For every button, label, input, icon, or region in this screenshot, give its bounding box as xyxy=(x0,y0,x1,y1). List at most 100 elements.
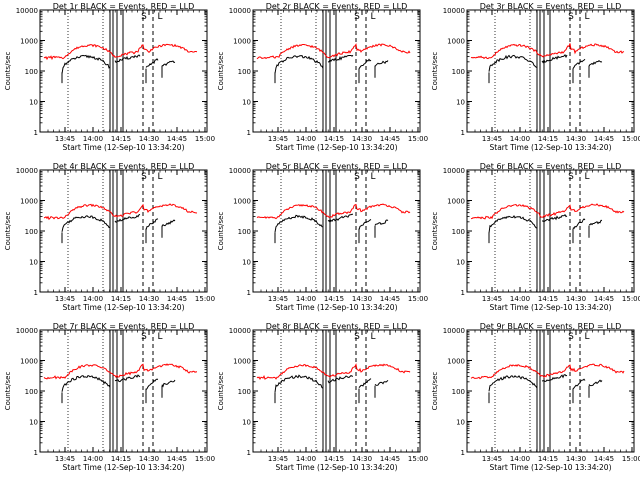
y-axis-label: Counts/sec xyxy=(431,212,439,251)
x-tick-label: 15:00 xyxy=(408,295,428,303)
series-events-line xyxy=(114,214,141,223)
series-events-line xyxy=(374,380,389,386)
series-events-line xyxy=(358,219,372,231)
y-tick-label: 100 xyxy=(452,388,465,396)
y-tick-label: 10000 xyxy=(16,167,38,175)
x-tick-label: 14:45 xyxy=(380,135,400,143)
x-tick-label: 14:45 xyxy=(167,295,187,303)
series-events-line xyxy=(374,60,389,67)
chart-title: Det 9r BLACK = Events, RED = LLD xyxy=(480,322,622,331)
x-tick-label: 14:30 xyxy=(566,455,586,463)
x-tick-label: 14:00 xyxy=(510,135,530,143)
y-tick-label: 1 xyxy=(461,289,465,297)
x-tick-label: 14:15 xyxy=(324,295,344,303)
marker-label: S xyxy=(354,172,360,182)
x-tick-label: 14:00 xyxy=(296,295,316,303)
y-tick-label: 100 xyxy=(25,228,38,236)
series-events-line xyxy=(358,58,372,69)
marker-label: L xyxy=(157,172,162,182)
chart-title: Det 5r BLACK = Events, RED = LLD xyxy=(266,162,408,171)
y-tick-label: 1000 xyxy=(447,38,465,46)
marker-label: L xyxy=(584,12,589,22)
y-tick-label: 1000 xyxy=(233,198,251,206)
series-events-line xyxy=(488,54,538,72)
chart-title: Det 1r BLACK = Events, RED = LLD xyxy=(53,2,195,11)
series-events-line xyxy=(327,375,354,384)
y-tick-label: 1 xyxy=(34,289,38,297)
series-events-line xyxy=(541,54,568,64)
marker-label: S xyxy=(141,12,147,22)
series-events-line xyxy=(145,218,159,231)
x-tick-label: 15:00 xyxy=(408,455,428,463)
chart-title: Det 6r BLACK = Events, RED = LLD xyxy=(480,162,622,171)
y-tick-label: 1 xyxy=(247,449,251,457)
y-tick-label: 10000 xyxy=(443,327,465,335)
x-tick-label: 14:30 xyxy=(566,295,586,303)
y-tick-label: 1000 xyxy=(20,358,38,366)
x-tick-label: 14:45 xyxy=(167,135,187,143)
x-tick-label: 13:45 xyxy=(268,295,288,303)
marker-label: S xyxy=(568,12,574,22)
marker-label: S xyxy=(354,12,360,22)
series-lld-line xyxy=(470,203,625,220)
series-events-line xyxy=(161,60,176,67)
chart-panel: Det 1r BLACK = Events, RED = LLD 1 10 100 10… xyxy=(4,2,215,152)
series-lld-line xyxy=(470,43,625,60)
series-events-line xyxy=(161,379,176,388)
x-tick-label: 14:00 xyxy=(83,135,103,143)
y-tick-label: 100 xyxy=(25,68,38,76)
x-tick-label: 14:30 xyxy=(352,455,372,463)
y-tick-label: 1000 xyxy=(233,358,251,366)
x-tick-label: 14:45 xyxy=(594,135,614,143)
series-events-line xyxy=(358,378,372,389)
marker-label: S xyxy=(568,172,574,182)
series-events-line xyxy=(588,379,603,387)
x-tick-label: 14:45 xyxy=(594,455,614,463)
series-events-line xyxy=(61,215,111,232)
series-events-line xyxy=(274,374,324,393)
series-events-line xyxy=(541,374,568,382)
x-axis-label: Start Time (12-Sep-10 13:34:20) xyxy=(63,143,185,152)
y-tick-label: 1000 xyxy=(447,358,465,366)
y-tick-label: 10000 xyxy=(16,327,38,335)
x-tick-label: 15:00 xyxy=(195,295,215,303)
series-lld-line xyxy=(256,363,411,381)
series-events-line xyxy=(161,219,176,227)
x-tick-label: 14:15 xyxy=(111,135,131,143)
x-axis-label: Start Time (12-Sep-10 13:34:20) xyxy=(63,463,185,472)
series-lld-line xyxy=(470,363,625,380)
x-tick-label: 15:00 xyxy=(622,455,640,463)
x-tick-label: 14:30 xyxy=(352,295,372,303)
x-tick-label: 14:15 xyxy=(111,295,131,303)
x-tick-label: 14:15 xyxy=(111,455,131,463)
y-tick-label: 10 xyxy=(29,99,38,107)
series-events-line xyxy=(274,55,324,74)
y-tick-label: 10 xyxy=(456,259,465,267)
x-tick-label: 13:45 xyxy=(482,295,502,303)
x-tick-label: 14:30 xyxy=(139,135,159,143)
y-tick-label: 10000 xyxy=(229,7,251,15)
x-tick-label: 13:45 xyxy=(55,455,75,463)
series-events-line xyxy=(542,214,568,223)
y-axis-label: Counts/sec xyxy=(217,372,225,411)
x-tick-label: 14:15 xyxy=(324,455,344,463)
marker-label: L xyxy=(584,172,589,182)
series-events-line xyxy=(488,375,538,392)
x-tick-label: 13:45 xyxy=(268,455,288,463)
y-tick-label: 10 xyxy=(242,419,251,427)
y-axis-label: Counts/sec xyxy=(217,212,225,251)
marker-label: S xyxy=(141,332,147,342)
series-events-line xyxy=(145,378,159,390)
series-lld-line xyxy=(256,43,411,60)
series-events-line xyxy=(374,219,389,226)
marker-label: S xyxy=(141,172,147,182)
series-events-line xyxy=(488,214,538,234)
x-tick-label: 13:45 xyxy=(55,295,75,303)
series-events-line xyxy=(327,213,354,224)
y-axis-label: Counts/sec xyxy=(431,372,439,411)
series-lld-line xyxy=(43,203,198,221)
series-lld-line xyxy=(43,43,198,61)
x-tick-label: 14:15 xyxy=(538,135,558,143)
